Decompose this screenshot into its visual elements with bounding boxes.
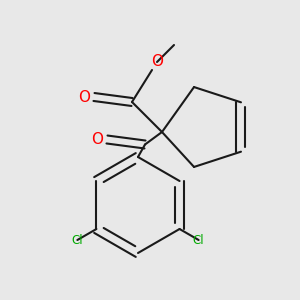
Text: Cl: Cl: [72, 233, 83, 247]
Text: Cl: Cl: [193, 233, 204, 247]
Text: O: O: [151, 55, 163, 70]
Text: O: O: [78, 89, 90, 104]
Text: O: O: [91, 132, 103, 147]
